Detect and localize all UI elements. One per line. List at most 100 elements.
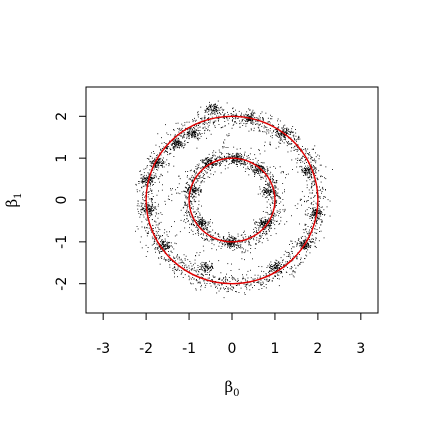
data-point — [284, 124, 286, 126]
data-point — [173, 146, 175, 147]
data-point — [197, 125, 199, 126]
data-point — [321, 221, 322, 223]
data-point — [223, 114, 225, 116]
data-point — [226, 160, 228, 162]
data-point — [170, 143, 172, 145]
data-point — [263, 166, 264, 168]
data-point — [205, 171, 207, 173]
data-point — [151, 231, 152, 233]
data-point — [140, 181, 142, 183]
data-point — [226, 241, 228, 243]
data-point — [218, 236, 219, 237]
data-point — [301, 170, 303, 172]
data-point — [312, 241, 314, 242]
data-point — [276, 267, 278, 269]
data-point — [311, 186, 313, 188]
data-point — [148, 231, 149, 233]
data-point — [213, 163, 215, 164]
data-point — [194, 128, 196, 130]
data-point — [249, 289, 251, 291]
data-point — [267, 129, 269, 131]
data-point — [152, 206, 154, 208]
data-point — [251, 114, 253, 116]
data-point — [212, 268, 214, 269]
data-point — [208, 161, 209, 162]
data-point — [241, 251, 243, 252]
data-point — [189, 128, 190, 130]
data-point — [173, 271, 175, 273]
data-point — [154, 166, 156, 168]
data-point — [297, 264, 299, 266]
data-point — [289, 260, 291, 262]
data-point — [302, 170, 304, 172]
data-point — [144, 181, 146, 183]
data-point — [153, 241, 155, 243]
data-point — [229, 242, 230, 244]
data-point — [268, 214, 270, 215]
data-point — [198, 228, 199, 230]
data-point — [177, 146, 178, 148]
data-point — [177, 145, 179, 147]
data-point — [277, 120, 278, 122]
data-point — [322, 188, 324, 190]
data-point — [227, 114, 229, 116]
data-point — [215, 105, 216, 107]
data-point — [232, 245, 234, 247]
data-point — [319, 212, 321, 214]
data-point — [271, 264, 273, 265]
data-point — [187, 189, 189, 191]
data-point — [212, 123, 214, 125]
data-point — [165, 150, 167, 151]
data-point — [193, 130, 195, 132]
data-point — [145, 174, 147, 176]
data-point — [295, 132, 297, 134]
data-point — [183, 263, 185, 265]
data-point — [139, 241, 141, 243]
data-point — [166, 143, 168, 145]
data-point — [162, 184, 163, 186]
data-point — [155, 159, 157, 161]
data-point — [196, 225, 198, 226]
data-point — [312, 159, 313, 161]
data-point — [167, 146, 168, 148]
data-point — [229, 281, 231, 282]
data-point — [202, 274, 204, 276]
data-point — [299, 200, 301, 201]
data-point — [256, 169, 258, 171]
data-point — [309, 165, 311, 167]
data-point — [160, 247, 162, 249]
data-point — [201, 216, 203, 218]
data-point — [215, 151, 217, 153]
data-point — [271, 280, 273, 282]
data-point — [250, 245, 252, 246]
data-point — [188, 178, 190, 180]
data-point — [245, 280, 247, 282]
data-point — [147, 196, 149, 198]
data-point — [170, 259, 172, 261]
data-point — [190, 216, 192, 217]
data-point — [292, 271, 294, 273]
data-point — [315, 212, 316, 214]
data-point — [299, 254, 300, 255]
data-point — [148, 227, 150, 229]
data-point — [186, 134, 188, 136]
data-point — [210, 161, 212, 163]
data-point — [161, 189, 163, 191]
data-point — [274, 206, 276, 208]
data-point — [219, 163, 221, 165]
data-point — [313, 212, 315, 214]
data-point — [315, 239, 317, 241]
data-point — [250, 164, 252, 166]
data-point — [246, 114, 248, 116]
data-point — [191, 190, 193, 192]
data-point — [151, 166, 152, 168]
data-point — [273, 179, 274, 180]
data-point — [322, 197, 324, 199]
data-point — [305, 254, 307, 256]
data-point — [313, 169, 314, 171]
data-point — [279, 209, 281, 211]
data-point — [155, 206, 157, 208]
data-point — [219, 157, 221, 159]
data-point — [238, 159, 240, 160]
